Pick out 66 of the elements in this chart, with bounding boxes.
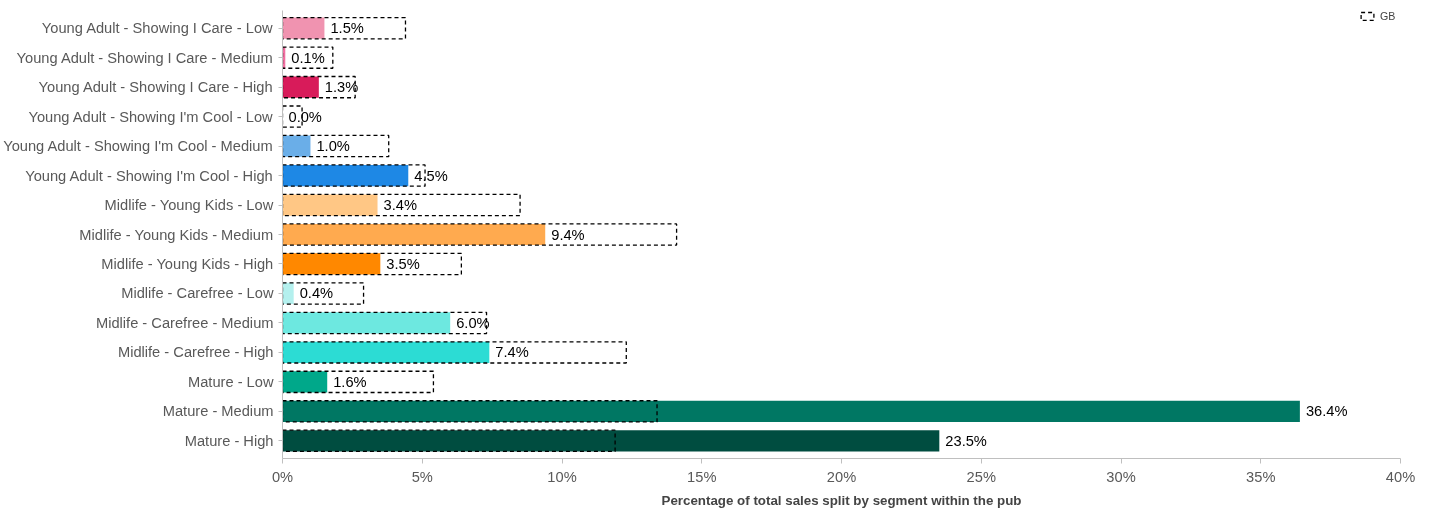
x-tick-label: 25% — [966, 468, 996, 485]
x-axis-title: Percentage of total sales split by segment within the pub — [661, 492, 1022, 508]
data-label: 1.0% — [316, 138, 350, 155]
y-tick-label: Midlife - Carefree - High — [117, 344, 274, 361]
bar — [282, 16, 407, 40]
bar — [282, 75, 356, 99]
x-tick-label: 40% — [1385, 468, 1416, 485]
bar — [282, 341, 627, 364]
bar — [282, 312, 451, 334]
bar — [282, 429, 616, 453]
bar — [282, 430, 940, 452]
data-label: 3.5% — [386, 255, 420, 272]
bar — [282, 252, 463, 276]
y-tick-label: Young Adult - Showing I Care - High — [38, 79, 273, 96]
legend-label: GB — [1380, 10, 1397, 22]
data-label: 1.5% — [330, 20, 364, 37]
y-tick-label: Young Adult - Showing I'm Cool - High — [25, 167, 273, 184]
bar — [282, 194, 378, 216]
bar — [282, 223, 546, 246]
data-label: 0.4% — [299, 285, 334, 302]
y-tick-label: Midlife - Carefree - Low — [121, 285, 274, 302]
x-tick-label: 5% — [411, 468, 433, 485]
bar — [282, 400, 658, 423]
data-label: 23.5% — [945, 432, 987, 449]
y-tick-label: Midlife - Carefree - Medium — [95, 314, 274, 331]
bar — [282, 370, 435, 394]
bar — [282, 282, 365, 305]
data-label: 0.1% — [291, 49, 325, 66]
y-tick-label: Midlife - Young Kids - Low — [104, 197, 274, 214]
bar — [282, 282, 294, 305]
x-tick-label: 15% — [687, 468, 717, 485]
y-tick-label: Young Adult - Showing I Care - Low — [41, 20, 274, 37]
bar — [282, 400, 1300, 422]
bar — [282, 17, 325, 39]
x-tick-label: 35% — [1246, 468, 1276, 485]
y-tick-label: Midlife - Young Kids - High — [101, 255, 274, 272]
data-label: 0.0% — [288, 108, 322, 125]
data-label: 7.4% — [495, 344, 529, 361]
bar — [282, 76, 319, 98]
bar — [282, 371, 328, 393]
data-label: 4.5% — [414, 167, 448, 184]
y-tick-label: Mature - Medium — [162, 403, 274, 420]
data-label: 1.6% — [333, 373, 367, 390]
bar — [282, 134, 390, 158]
data-label: 1.3% — [324, 79, 359, 96]
bar — [282, 253, 381, 275]
data-label: 36.4% — [1305, 403, 1348, 420]
bar — [282, 135, 311, 157]
data-label: 9.4% — [551, 226, 585, 243]
x-tick-label: 30% — [1106, 468, 1136, 485]
y-tick-label: Young Adult - Showing I'm Cool - Low — [28, 108, 274, 125]
y-tick-label: Mature - Low — [187, 373, 274, 390]
x-tick-label: 10% — [547, 468, 577, 485]
y-tick-label: Young Adult - Showing I Care - Medium — [16, 49, 273, 66]
x-tick-label: 0% — [271, 468, 294, 485]
data-label: 3.4% — [383, 197, 417, 214]
x-tick-label: 20% — [826, 468, 857, 485]
bar — [282, 193, 521, 217]
y-tick-label: Mature - High — [184, 432, 274, 449]
y-tick-label: Young Adult - Showing I'm Cool - Medium — [3, 138, 273, 155]
bar — [282, 311, 488, 335]
bar — [282, 223, 678, 246]
data-label: 6.0% — [456, 314, 490, 331]
bar — [282, 341, 490, 364]
y-tick-label: Midlife - Young Kids - Medium — [79, 226, 274, 243]
bar — [282, 46, 334, 69]
